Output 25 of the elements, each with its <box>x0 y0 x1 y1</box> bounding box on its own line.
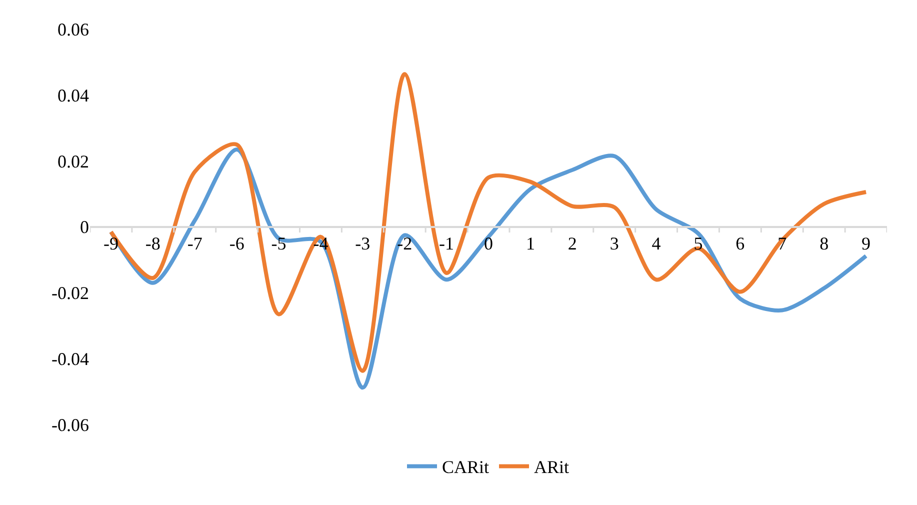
legend-label: CARit <box>442 457 490 478</box>
y-tick-label: -0.04 <box>52 348 89 369</box>
x-tick-label: -4 <box>313 233 328 254</box>
y-tick-label: -0.06 <box>52 414 89 435</box>
x-tick-label: -6 <box>229 233 244 254</box>
y-tick-label: 0.06 <box>58 20 89 40</box>
legend-label: ARit <box>534 457 570 478</box>
x-tick-label: 2 <box>568 233 577 254</box>
x-tick-label: -1 <box>439 233 454 254</box>
x-tick-label: -9 <box>103 233 118 254</box>
x-tick-label: -3 <box>355 233 370 254</box>
y-tick-label: 0.04 <box>58 85 89 106</box>
y-tick-label: 0.02 <box>58 151 89 172</box>
x-tick-label: 0 <box>484 233 493 254</box>
x-tick-label: 6 <box>736 233 745 254</box>
x-tick-label: 9 <box>862 233 871 254</box>
x-tick-label: 4 <box>652 233 661 254</box>
x-tick-label: 8 <box>820 233 829 254</box>
x-tick-label: 3 <box>610 233 619 254</box>
x-tick-label: -8 <box>145 233 160 254</box>
x-tick-label: 1 <box>526 233 535 254</box>
x-tick-label: -7 <box>187 233 202 254</box>
y-tick-label: 0 <box>80 217 89 238</box>
x-tick-label: -5 <box>271 233 286 254</box>
y-tick-label: -0.02 <box>52 283 89 304</box>
